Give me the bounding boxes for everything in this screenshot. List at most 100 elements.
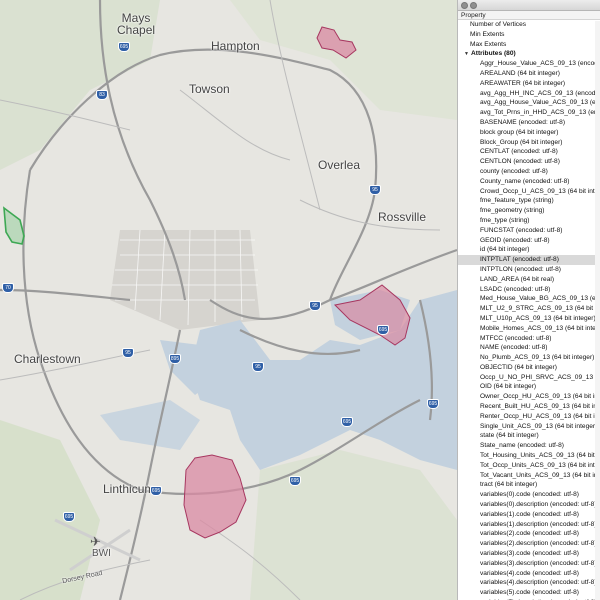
highway-shield: 695 xyxy=(118,42,130,52)
attribute-row[interactable]: BASENAME (encoded: utf-8) xyxy=(480,118,566,126)
attribute-row[interactable]: county (encoded: utf-8) xyxy=(480,167,548,175)
place-label-charlestown: Charlestown xyxy=(14,352,81,366)
airport-area xyxy=(54,518,141,572)
property-row[interactable]: Min Extents xyxy=(470,30,505,38)
highways xyxy=(0,0,457,600)
attribute-row[interactable]: id (64 bit integer) xyxy=(480,246,530,254)
highway-shield: 695 xyxy=(341,417,353,427)
place-label-linthicum: Linthicum xyxy=(103,482,155,496)
attribute-row[interactable]: County_name (encoded: utf-8) xyxy=(480,177,570,185)
attributes-section-header[interactable]: ▼ Attributes (80) xyxy=(458,49,600,59)
attribute-row[interactable]: State_name (encoded: utf-8) xyxy=(480,442,564,450)
selected-polygon xyxy=(316,26,357,59)
attribute-row[interactable]: Aggr_House_Value_ACS_09_13 (encoded: utf… xyxy=(480,60,600,68)
attribute-row[interactable]: AREAWATER (64 bit integer) xyxy=(480,79,566,87)
attribute-row[interactable]: Tot_Housing_Units_ACS_09_13 (64 bit inte… xyxy=(480,452,600,460)
attribute-row[interactable]: Mobile_Homes_ACS_09_13 (64 bit integer) xyxy=(480,324,600,332)
attribute-row[interactable]: Block_Group (64 bit integer) xyxy=(480,138,563,146)
place-label-towson: Towson xyxy=(189,82,230,96)
highway-shield: 95 xyxy=(122,348,134,358)
highway-shield: 895 xyxy=(169,354,181,364)
highway-shield: 695 xyxy=(63,512,75,522)
highway-shield: 95 xyxy=(309,301,321,311)
attribute-row[interactable]: variables(0).code (encoded: utf-8) xyxy=(480,491,579,499)
attribute-row[interactable]: Tot_Vacant_Units_ACS_09_13 (64 bit integ… xyxy=(480,471,600,479)
map-view[interactable]: Mays Chapel Hampton Towson Overlea Rossvi… xyxy=(0,0,457,600)
attribute-row[interactable]: variables(4).code (encoded: utf-8) xyxy=(480,569,579,577)
selected-polygon xyxy=(183,454,247,539)
street-grid xyxy=(112,229,258,326)
attribute-row[interactable]: variables(1).description (encoded: utf-8… xyxy=(480,520,597,528)
selected-polygon xyxy=(333,284,411,346)
attribute-row[interactable]: fme_type (string) xyxy=(480,216,530,224)
attribute-row[interactable]: Occp_U_NO_PHI_SRVC_ACS_09_13 (64 bit int… xyxy=(480,373,600,381)
highway-shield: 70 xyxy=(2,283,14,293)
attribute-row[interactable]: state (64 bit integer) xyxy=(480,432,539,440)
attribute-row[interactable]: variables(2).description (encoded: utf-8… xyxy=(480,540,597,548)
property-row[interactable]: Number of Vertices xyxy=(470,21,527,28)
highway-shield: 95 xyxy=(252,362,264,372)
attribute-row[interactable]: fme_feature_type (string) xyxy=(480,197,554,205)
place-label-hampton: Hampton xyxy=(211,39,260,53)
attribute-row[interactable]: block group (64 bit integer) xyxy=(480,128,559,136)
attribute-row[interactable]: Single_Unit_ACS_09_13 (64 bit integer) xyxy=(480,422,598,430)
attribute-row[interactable]: MLT_U10p_ACS_09_13 (64 bit integer) xyxy=(480,314,596,322)
highway-shield: 695 xyxy=(289,476,301,486)
panel-titlebar xyxy=(458,0,600,11)
attribute-row[interactable]: OBJECTID (64 bit integer) xyxy=(480,363,557,371)
property-tree: Number of Vertices Min Extents Max Extents… xyxy=(458,20,600,600)
property-panel: Property Number of Vertices Min Extents Ma… xyxy=(457,0,600,600)
highway-shield: 95 xyxy=(369,185,381,195)
attribute-row[interactable]: LAND_AREA (64 bit real) xyxy=(480,275,555,283)
attribute-row[interactable]: CENTLAT (encoded: utf-8) xyxy=(480,148,558,156)
attribute-row[interactable]: avg_Agg_House_Value_ACS_09_13 (encoded: xyxy=(480,99,600,107)
attribute-row[interactable]: GEOID (encoded: utf-8) xyxy=(480,236,550,244)
basemap xyxy=(0,0,457,600)
attribute-row[interactable]: variables(3).description (encoded: utf-8… xyxy=(480,559,597,567)
attribute-row[interactable]: Tot_Occp_Units_ACS_09_13 (64 bit integer… xyxy=(480,461,600,469)
attribute-row[interactable]: OID (64 bit integer) xyxy=(480,383,537,391)
attribute-row[interactable]: No_Plumb_ACS_09_13 (64 bit integer) xyxy=(480,354,595,362)
attribute-row[interactable]: MLT_U2_9_STRC_ACS_09_13 (64 bit integer) xyxy=(480,305,600,313)
attribute-row[interactable]: LSADC (encoded: utf-8) xyxy=(480,285,551,293)
attribute-row[interactable]: INTPTLAT (encoded: utf-8) xyxy=(458,255,600,265)
park-area xyxy=(230,0,457,120)
attribute-row[interactable]: Med_House_Value_BG_ACS_09_13 (encoded: u xyxy=(480,295,600,303)
park-area xyxy=(0,420,100,600)
attribute-row[interactable]: Renter_Occp_HU_ACS_09_13 (64 bit integer… xyxy=(480,412,600,420)
highway-shield: 83 xyxy=(96,90,108,100)
attribute-row[interactable]: avg_Tot_Prns_in_HHD_ACS_09_13 (encoded: xyxy=(480,109,600,117)
place-label-bwi: BWI xyxy=(92,548,111,559)
attribute-row[interactable]: CENTLON (encoded: utf-8) xyxy=(480,158,560,166)
disclosure-triangle-icon[interactable]: ▼ xyxy=(464,51,469,58)
place-label-overlea: Overlea xyxy=(318,158,361,172)
close-window-icon[interactable] xyxy=(461,2,468,9)
attribute-row[interactable]: INTPTLON (encoded: utf-8) xyxy=(480,265,561,273)
attribute-row[interactable]: variables(0).description (encoded: utf-8… xyxy=(480,501,597,509)
panel-scrollbar[interactable] xyxy=(595,21,600,600)
place-label-mays-chapel: Mays Chapel xyxy=(117,11,156,37)
attribute-row[interactable]: FUNCSTAT (encoded: utf-8) xyxy=(480,226,563,234)
airport-icon: ✈ xyxy=(90,534,101,549)
attribute-row[interactable]: variables(2).code (encoded: utf-8) xyxy=(480,530,579,538)
minimize-window-icon[interactable] xyxy=(470,2,477,9)
place-label-rossville: Rossville xyxy=(378,210,427,224)
attribute-row[interactable]: variables(4).description (encoded: utf-8… xyxy=(480,579,597,587)
attribute-row[interactable]: variables(5).code (encoded: utf-8) xyxy=(480,589,579,597)
attribute-row[interactable]: variables(1).code (encoded: utf-8) xyxy=(480,510,579,518)
attribute-row[interactable]: tract (64 bit integer) xyxy=(480,481,538,489)
attribute-row[interactable]: Crowd_Occp_U_ACS_09_13 (64 bit integer) xyxy=(480,187,600,195)
property-row[interactable]: Max Extents xyxy=(470,40,507,48)
attribute-row[interactable]: fme_geometry (string) xyxy=(480,207,545,215)
attribute-row[interactable]: NAME (encoded: utf-8) xyxy=(480,344,548,352)
attributes-section-label: Attributes (80) xyxy=(471,50,516,58)
column-header-property[interactable]: Property xyxy=(458,11,600,20)
attribute-row[interactable]: Recent_Built_HU_ACS_09_13 (64 bit intege… xyxy=(480,403,600,411)
highway-shield: 695 xyxy=(377,325,389,335)
attribute-row[interactable]: variables(3).code (encoded: utf-8) xyxy=(480,550,579,558)
river-water xyxy=(160,340,215,395)
attribute-row[interactable]: MTFCC (encoded: utf-8) xyxy=(480,334,552,342)
attribute-row[interactable]: AREALAND (64 bit integer) xyxy=(480,69,560,77)
attribute-row[interactable]: Owner_Occp_HU_ACS_09_13 (64 bit integer) xyxy=(480,393,600,401)
attribute-row[interactable]: avg_Agg_HH_INC_ACS_09_13 (encoded: utf xyxy=(480,89,600,97)
